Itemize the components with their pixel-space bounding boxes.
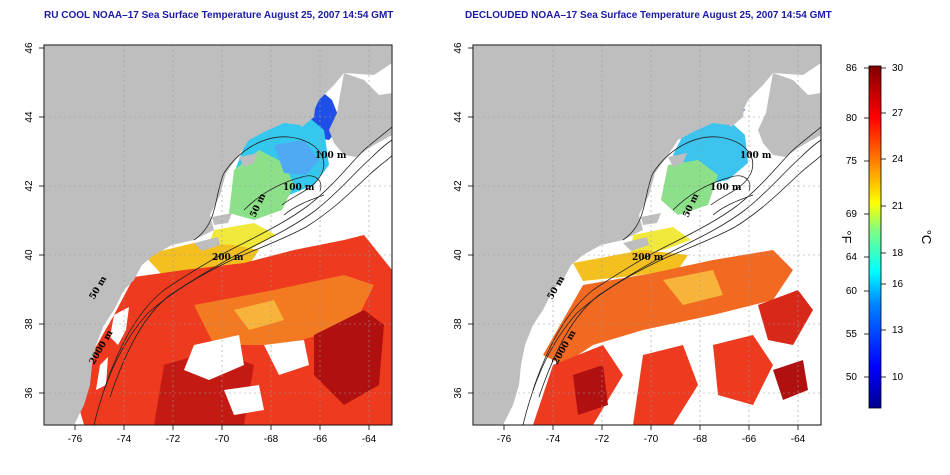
celsius-tick: 10 [892,372,904,383]
lon-tick-label: -66 [742,434,757,445]
lon-tick-label: -70 [644,434,659,445]
colorbar-gradient [868,65,882,409]
fahrenheit-tick: 80 [846,113,858,124]
lon-tick-label: -72 [595,434,610,445]
celsius-tick: 16 [892,279,904,290]
colorbar: 86 80 75 69 64 60 55 50 30 27 24 21 18 1… [839,63,934,409]
lat-tick-label: 46 [24,42,35,54]
lat-tick-label: 42 [24,180,35,192]
lat-tick-label: 42 [453,180,464,192]
contour-label: 200 m [212,253,244,263]
lat-tick-label: 46 [453,42,464,54]
lat-tick-label: 38 [24,318,35,330]
contour-label: 200 m [632,253,664,263]
left-map: 100 m 100 m 50 m 200 m 50 m 2000 m -76 -… [24,42,393,445]
lon-tick-label: -70 [215,434,230,445]
celsius-tick: 21 [892,201,904,212]
lat-tick-label: 40 [453,249,464,261]
right-grid [473,45,821,425]
fahrenheit-tick: 75 [846,156,858,167]
fahrenheit-tick: 60 [846,286,858,297]
fahrenheit-tick: 64 [846,252,858,263]
panel-title-right: DECLOUDED NOAA–17 Sea Surface Temperatur… [465,10,832,21]
fahrenheit-axis-label: °F [839,230,854,243]
celsius-tick: 30 [892,63,904,74]
contour-label: 100 m [710,183,742,193]
celsius-axis-label: °C [919,230,934,245]
right-map: 100 m 100 m 50 m 200 m 50 m 2000 m -76 -… [453,42,822,445]
contour-label: 100 m [283,183,315,193]
lat-tick-label: 44 [453,111,464,123]
lat-tick-label: 40 [24,249,35,261]
celsius-tick: 27 [892,108,904,119]
lat-tick-label: 36 [24,387,35,399]
lat-tick-label: 38 [453,318,464,330]
lon-tick-label: -72 [166,434,181,445]
celsius-tick: 18 [892,248,904,259]
lon-tick-label: -64 [362,434,377,445]
contour-label: 100 m [740,151,772,161]
lat-tick-label: 44 [24,111,35,123]
lon-tick-label: -74 [117,434,132,445]
lon-tick-label: -68 [693,434,708,445]
lon-tick-label: -64 [791,434,806,445]
lon-tick-label: -74 [546,434,561,445]
lon-tick-label: -76 [497,434,512,445]
lon-tick-label: -76 [68,434,83,445]
fahrenheit-tick: 69 [846,209,858,220]
celsius-tick: 13 [892,325,904,336]
contour-label: 100 m [315,151,347,161]
lon-tick-label: -66 [313,434,328,445]
fahrenheit-tick: 55 [846,329,858,340]
fahrenheit-tick: 50 [846,372,858,383]
lat-tick-label: 36 [453,387,464,399]
left-grid [44,45,392,425]
fahrenheit-tick: 86 [846,63,858,74]
panel-title-left: RU COOL NOAA–17 Sea Surface Temperature … [44,10,394,21]
lon-tick-label: -68 [264,434,279,445]
celsius-tick: 24 [892,154,904,165]
